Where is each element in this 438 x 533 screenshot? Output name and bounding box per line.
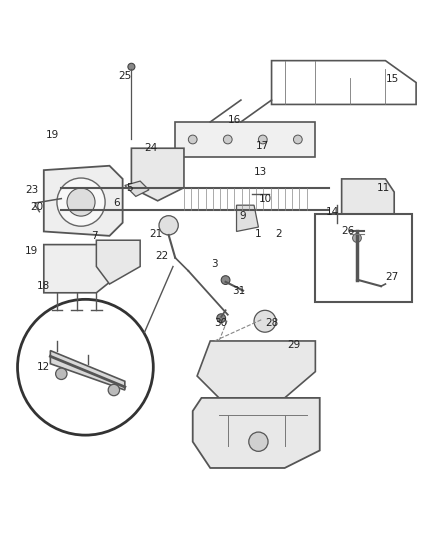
Text: 23: 23 [25,185,38,195]
Circle shape [258,135,267,144]
Circle shape [56,368,67,379]
Text: 2: 2 [275,229,282,239]
Text: 20: 20 [31,203,44,212]
Text: 19: 19 [25,246,38,256]
Text: 9: 9 [240,211,247,221]
Text: 1: 1 [255,229,262,239]
Text: 18: 18 [37,281,50,291]
Circle shape [159,216,178,235]
Text: 30: 30 [215,318,228,328]
Text: 12: 12 [37,362,50,372]
Circle shape [249,432,268,451]
Circle shape [353,233,361,243]
Circle shape [67,188,95,216]
Text: 5: 5 [126,183,133,192]
Polygon shape [125,181,149,197]
Text: 10: 10 [258,193,272,204]
Text: 21: 21 [149,229,162,239]
Polygon shape [96,240,140,284]
Text: 25: 25 [118,71,131,81]
Polygon shape [44,166,123,236]
Text: 13: 13 [254,167,267,177]
Polygon shape [237,205,258,231]
Text: 14: 14 [326,207,339,217]
Text: 6: 6 [113,198,120,208]
Circle shape [18,300,153,435]
Text: 31: 31 [232,286,245,296]
Text: 11: 11 [377,183,390,192]
Text: 28: 28 [265,318,278,328]
Polygon shape [50,351,125,390]
Polygon shape [193,398,320,468]
Circle shape [293,135,302,144]
Text: 19: 19 [46,130,59,140]
Polygon shape [342,179,394,214]
Text: 16: 16 [228,115,241,125]
Circle shape [217,314,226,322]
Polygon shape [44,245,118,293]
Circle shape [128,63,135,70]
Text: 27: 27 [385,272,399,282]
Circle shape [254,310,276,332]
Text: 17: 17 [256,141,269,151]
Polygon shape [175,122,315,157]
Text: 22: 22 [155,251,169,261]
Circle shape [333,215,342,224]
Circle shape [188,135,197,144]
Text: 29: 29 [287,341,300,350]
Circle shape [108,384,120,395]
Circle shape [57,178,105,226]
Polygon shape [131,148,184,201]
Bar [315,214,412,302]
Text: 3: 3 [211,260,218,269]
Polygon shape [197,341,315,398]
Text: 15: 15 [385,74,399,84]
Circle shape [223,135,232,144]
Text: 7: 7 [91,231,98,241]
Text: 24: 24 [145,143,158,154]
Text: 26: 26 [342,227,355,237]
Circle shape [221,276,230,285]
